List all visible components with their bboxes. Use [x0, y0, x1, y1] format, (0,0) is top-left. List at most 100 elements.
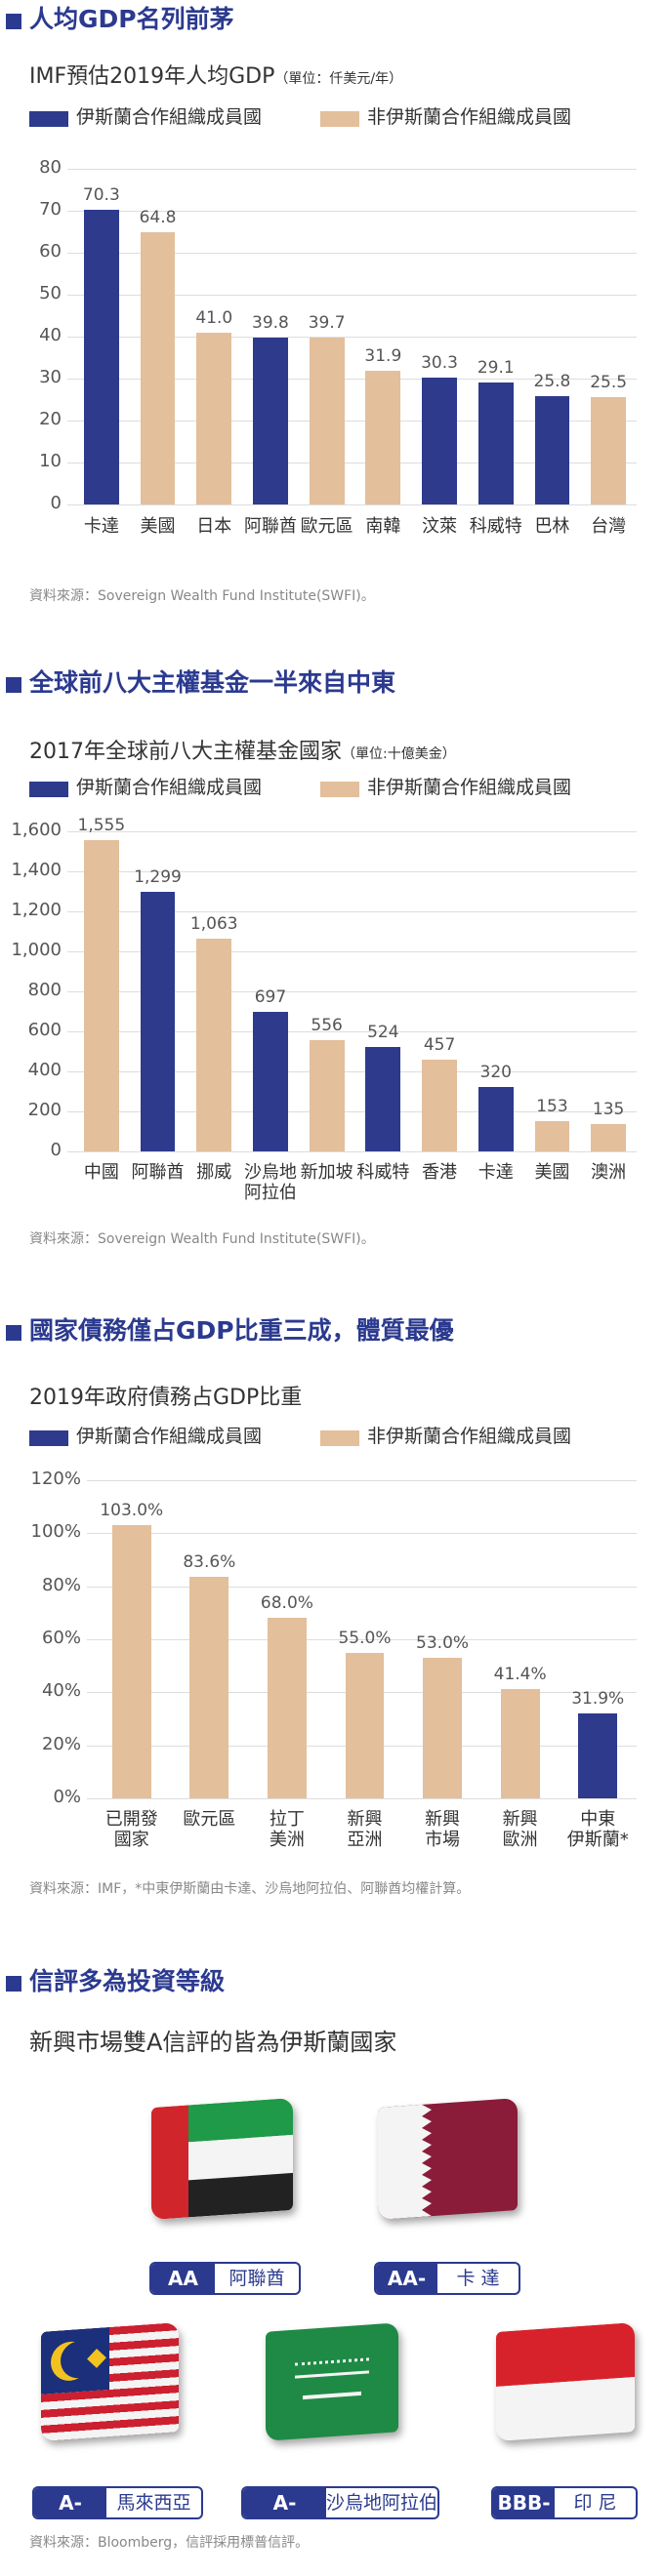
bar — [591, 397, 627, 504]
bar — [534, 396, 570, 504]
bar — [253, 1012, 288, 1151]
y-tick-label: 20 — [39, 409, 62, 429]
grid-line — [67, 211, 637, 212]
bar — [578, 1713, 618, 1798]
y-tick-label: 30 — [39, 367, 62, 387]
chart-title-text: 2017年全球前八大主權基金國家 — [29, 740, 342, 764]
legend-swatch — [29, 1430, 68, 1446]
legend-swatch — [320, 1430, 359, 1446]
bar — [196, 332, 232, 504]
value-label: 31.9% — [571, 1689, 625, 1710]
legend-swatch — [29, 782, 68, 797]
grid-line — [67, 169, 637, 170]
flag-indonesia — [496, 2322, 635, 2441]
bar — [140, 891, 176, 1151]
value-label: 135 — [592, 1100, 625, 1120]
grid-line — [87, 1586, 637, 1588]
legend-swatch — [320, 111, 359, 127]
grid-line — [67, 1031, 637, 1032]
bar — [111, 1525, 151, 1798]
y-tick-label: 80% — [41, 1574, 81, 1595]
source-note: 資料來源：Sovereign Wealth Fund Institute(SWF… — [29, 588, 375, 604]
x-tick-label: 拉丁 美洲 — [269, 1809, 305, 1850]
bar — [534, 1120, 570, 1151]
bar — [309, 1040, 345, 1151]
x-tick-label: 科威特 — [469, 516, 522, 537]
value-label: 457 — [423, 1035, 456, 1056]
source-note: 資料來源：Bloomberg，信評採用標普信評。 — [29, 2535, 310, 2551]
flag-serration — [417, 2104, 432, 2218]
rating-country: 印 尼 — [573, 2492, 617, 2514]
y-tick-label: 120% — [30, 1469, 81, 1489]
value-label: 41.4% — [493, 1664, 547, 1684]
grid-line — [67, 504, 637, 505]
source-note: 資料來源：Sovereign Wealth Fund Institute(SWF… — [29, 1231, 375, 1247]
grid-line — [87, 1798, 637, 1799]
value-label: 31.9 — [364, 345, 402, 366]
x-tick-label: 澳洲 — [591, 1162, 627, 1183]
y-tick-label: 70 — [39, 199, 62, 220]
x-tick-label: 新興 市場 — [425, 1809, 461, 1850]
grid-line — [67, 253, 637, 254]
rating-country: 阿聯酋 — [228, 2268, 285, 2289]
rating-grade: AA — [151, 2264, 215, 2293]
flag-malaysia — [41, 2322, 179, 2441]
rating-grade: BBB- — [493, 2488, 555, 2517]
value-label: 55.0% — [338, 1628, 392, 1648]
grid-line — [67, 991, 637, 992]
value-label: 53.0% — [416, 1633, 470, 1654]
bar — [365, 370, 401, 504]
x-tick-label: 美國 — [140, 516, 176, 537]
chart-title-text: 2019年政府債務占GDP比重 — [29, 1386, 303, 1410]
grid-line — [67, 951, 637, 952]
x-tick-label: 新興 歐洲 — [502, 1809, 538, 1850]
x-tick-label: 阿聯酋 — [131, 1162, 185, 1183]
grid-line — [67, 421, 637, 422]
rating-badge: A- 沙烏地阿拉伯 — [241, 2486, 439, 2519]
grid-line — [87, 1480, 637, 1481]
value-label: 29.1 — [477, 357, 515, 378]
legend-label: 非伊斯蘭合作組織成員國 — [367, 1426, 572, 1447]
grid-line — [67, 831, 637, 832]
chart-title: 2017年全球前八大主權基金國家（單位:十億美金） — [29, 734, 456, 765]
rating-grade: A- — [34, 2488, 106, 2517]
legend-label: 非伊斯蘭合作組織成員國 — [367, 106, 572, 128]
y-tick-label: 40% — [41, 1680, 81, 1702]
bar — [189, 1576, 229, 1798]
section-heading: 全球前八大主權基金一半來自中東 — [29, 668, 396, 697]
value-label: 103.0% — [100, 1501, 164, 1521]
bar — [422, 377, 457, 504]
heading-marker — [6, 677, 21, 693]
bar — [345, 1652, 385, 1798]
section-title: 新興市場雙A信評的皆為伊斯蘭國家 — [29, 2029, 397, 2056]
y-tick-label: 0 — [50, 1140, 62, 1160]
section-heading: 國家債務僅占GDP比重三成，體質最優 — [29, 1316, 454, 1345]
y-tick-label: 0% — [53, 1787, 81, 1807]
bar — [140, 232, 176, 504]
value-label: 83.6% — [183, 1551, 236, 1572]
value-label: 41.0 — [195, 307, 233, 328]
rating-badge: BBB- 印 尼 — [491, 2486, 638, 2519]
x-tick-label: 中東 伊斯蘭* — [566, 1809, 629, 1850]
rating-badge: AA 阿聯酋 — [149, 2262, 301, 2295]
value-label: 39.7 — [308, 313, 346, 334]
y-tick-label: 1,200 — [11, 900, 62, 920]
value-label: 556 — [311, 1016, 343, 1036]
chart-title: 2019年政府債務占GDP比重 — [29, 1380, 302, 1411]
grid-line — [67, 871, 637, 872]
y-tick-label: 400 — [27, 1060, 62, 1080]
legend-swatch — [29, 111, 68, 127]
bar — [423, 1658, 462, 1798]
rating-country: 馬來西亞 — [116, 2492, 191, 2514]
x-tick-label: 科威特 — [356, 1162, 410, 1183]
value-label: 524 — [367, 1022, 399, 1042]
value-label: 1,063 — [189, 914, 238, 935]
x-tick-label: 阿聯酋 — [243, 516, 297, 537]
bar — [365, 1046, 401, 1151]
flag-uae — [151, 2097, 293, 2221]
grid-line — [67, 911, 637, 912]
y-tick-label: 100% — [30, 1521, 81, 1543]
value-label: 697 — [254, 987, 287, 1008]
grid-line — [87, 1639, 637, 1640]
section-heading: 人均GDP名列前茅 — [29, 5, 234, 33]
